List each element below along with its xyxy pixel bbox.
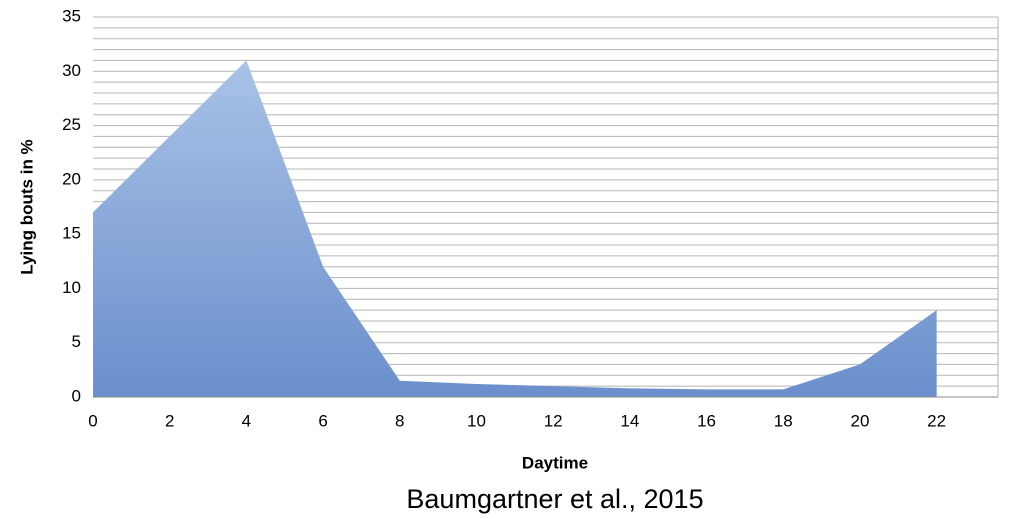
caption: Baumgartner et al., 2015 xyxy=(406,484,703,514)
area xyxy=(93,60,937,398)
y-tick-label: 20 xyxy=(62,169,81,188)
y-axis-title: Lying bouts in % xyxy=(17,139,36,274)
x-tick-label: 18 xyxy=(774,411,793,430)
y-tick-label: 30 xyxy=(62,61,81,80)
y-tick-label: 25 xyxy=(62,115,81,134)
y-tick-label: 0 xyxy=(72,386,81,405)
y-tick-label: 5 xyxy=(72,332,81,351)
x-tick-label: 4 xyxy=(242,411,251,430)
x-tick-label: 20 xyxy=(850,411,869,430)
x-tick-label: 12 xyxy=(544,411,563,430)
x-tick-label: 6 xyxy=(318,411,327,430)
y-tick-label: 15 xyxy=(62,224,81,243)
x-tick-label: 22 xyxy=(927,411,946,430)
y-tick-label: 10 xyxy=(62,278,81,297)
x-tick-label: 14 xyxy=(620,411,639,430)
x-tick-label: 8 xyxy=(395,411,404,430)
x-tick-label: 0 xyxy=(88,411,97,430)
x-tick-label: 10 xyxy=(467,411,486,430)
x-tick-label: 16 xyxy=(697,411,716,430)
x-tick-label: 2 xyxy=(165,411,174,430)
x-axis-title: Daytime xyxy=(522,453,588,472)
y-tick-label: 35 xyxy=(62,6,81,25)
